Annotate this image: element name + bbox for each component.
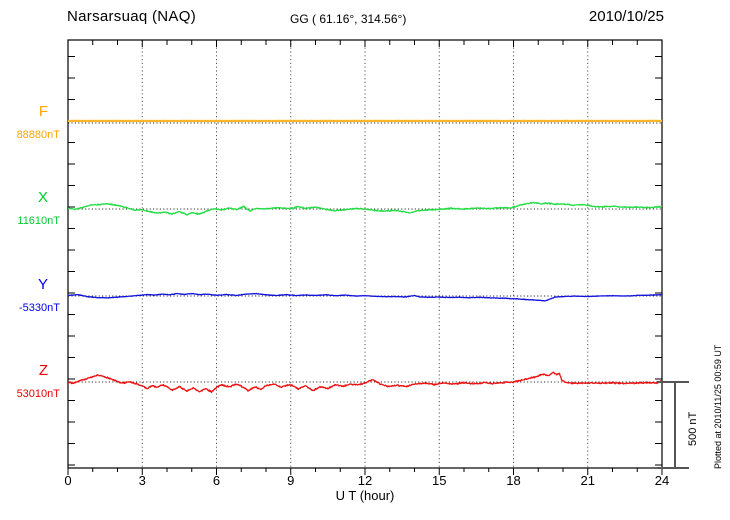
x-tick-label: 12 — [357, 473, 373, 488]
channel-value-X: 11610nT — [17, 215, 60, 227]
trace-Z — [68, 371, 662, 394]
scale-bar-label: 500 nT — [687, 411, 699, 446]
channel-label-Y: Y — [37, 276, 48, 293]
x-tick-label: 15 — [432, 473, 447, 488]
channel-label-Z: Z — [38, 362, 48, 379]
plot-frame — [67, 39, 663, 469]
trace-X — [68, 201, 662, 216]
trace-Y — [68, 292, 662, 302]
plot-date: 2010/10/25 — [588, 8, 664, 25]
x-tick-label: 9 — [287, 473, 295, 488]
geographic-coordinates: GG ( 61.16°, 314.56°) — [290, 12, 407, 26]
x-tick-label: 3 — [138, 473, 146, 488]
channel-label-F: F — [38, 103, 48, 120]
x-tick-label: 21 — [580, 473, 595, 488]
x-tick-label: 24 — [654, 473, 670, 488]
traces-group — [68, 119, 662, 394]
channel-label-X: X — [37, 189, 48, 206]
station-title: Narsarsuaq (NAQ) — [67, 8, 196, 25]
channel-value-F: 88880nT — [16, 129, 60, 141]
plotted-at-note: Plotted at 2010/11/25 00:59 UT — [713, 344, 723, 469]
channel-value-Y: -5330nT — [19, 302, 60, 314]
x-tick-label: 18 — [506, 473, 521, 488]
x-tick-label: 0 — [64, 473, 72, 488]
x-tick-label: 6 — [212, 473, 221, 488]
channel-value-Z: 53010nT — [16, 388, 60, 400]
x-axis-label: U T (hour) — [335, 488, 395, 503]
